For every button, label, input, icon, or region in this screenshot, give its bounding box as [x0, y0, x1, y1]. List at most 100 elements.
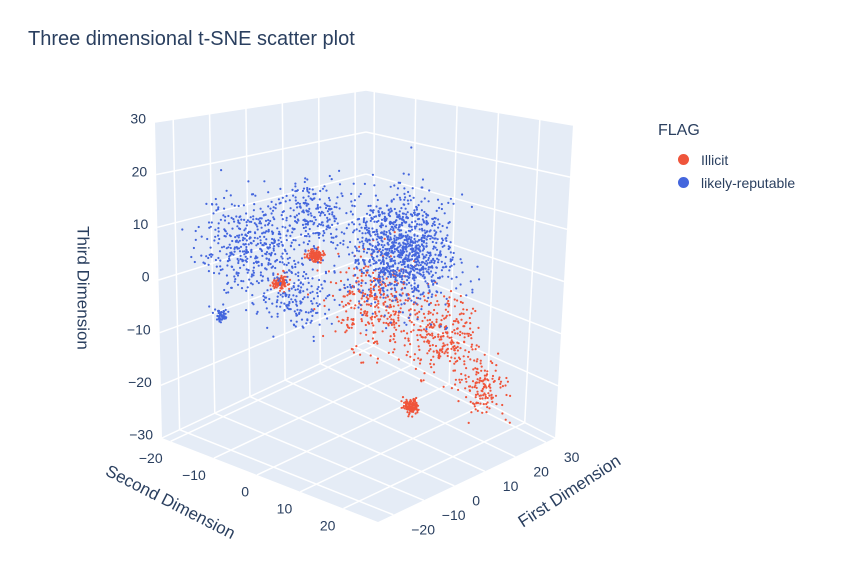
data-point — [328, 199, 331, 202]
data-point — [445, 239, 448, 242]
data-point — [254, 257, 257, 260]
data-point — [446, 331, 449, 334]
data-point — [395, 236, 398, 239]
data-point — [279, 293, 282, 296]
data-point — [322, 229, 325, 233]
data-point — [421, 178, 425, 181]
data-point — [372, 271, 375, 274]
data-point — [398, 210, 401, 213]
data-point — [407, 339, 410, 342]
data-point — [303, 270, 306, 274]
data-point — [333, 215, 336, 218]
data-point — [215, 209, 218, 212]
data-point — [310, 250, 313, 253]
data-point — [291, 188, 294, 191]
data-point — [314, 192, 317, 195]
data-point — [302, 196, 305, 199]
data-point — [353, 267, 356, 270]
data-point — [429, 362, 432, 365]
data-point — [225, 274, 228, 277]
data-point — [349, 285, 352, 289]
data-point — [331, 211, 334, 214]
data-point — [261, 279, 264, 282]
data-point — [413, 301, 416, 304]
data-point — [434, 217, 437, 220]
data-point — [368, 214, 371, 217]
data-point — [364, 274, 368, 277]
data-point — [454, 332, 457, 335]
data-point — [316, 254, 319, 257]
data-point — [225, 291, 228, 294]
data-point — [405, 243, 408, 246]
data-point — [441, 239, 445, 242]
data-point — [345, 329, 348, 332]
data-point — [410, 284, 413, 287]
data-point — [364, 323, 367, 327]
data-point — [494, 369, 497, 372]
data-point — [385, 309, 388, 312]
data-point — [267, 219, 270, 222]
data-point — [393, 323, 396, 326]
data-point — [413, 211, 416, 214]
data-point — [264, 242, 267, 245]
data-point — [464, 349, 467, 352]
data-point — [351, 348, 354, 351]
legend-item-likely-reputable[interactable]: likely-reputable — [658, 171, 795, 194]
data-point — [406, 240, 409, 243]
data-point — [408, 319, 411, 322]
data-point — [377, 259, 380, 262]
data-point — [431, 321, 434, 324]
data-point — [367, 340, 370, 343]
data-point — [474, 408, 477, 411]
data-point — [381, 281, 385, 284]
data-point — [427, 234, 430, 237]
data-point — [475, 360, 478, 363]
data-point — [408, 223, 411, 226]
data-point — [408, 408, 411, 411]
data-point — [205, 202, 208, 205]
data-point — [448, 314, 451, 317]
data-point — [407, 229, 410, 232]
data-point — [372, 324, 375, 327]
data-point — [441, 237, 444, 240]
data-point — [228, 234, 231, 237]
data-point — [379, 296, 382, 299]
x-tick-label: 10 — [503, 478, 519, 494]
legend-item-illicit[interactable]: Illicit — [658, 148, 795, 171]
data-point — [437, 261, 440, 264]
data-point — [231, 265, 234, 268]
gridline-y — [170, 345, 374, 443]
data-point — [220, 246, 224, 249]
data-point — [319, 206, 322, 209]
data-point — [346, 316, 349, 319]
data-point — [299, 282, 302, 285]
data-point — [328, 174, 331, 178]
data-point — [489, 386, 492, 389]
data-point — [501, 403, 504, 407]
data-point — [354, 245, 357, 248]
data-point — [374, 305, 377, 308]
data-point — [307, 191, 311, 194]
data-point — [418, 261, 421, 264]
data-point — [457, 400, 460, 403]
data-point — [322, 334, 325, 338]
data-point — [428, 272, 431, 275]
data-point — [394, 219, 398, 222]
data-point — [235, 272, 238, 275]
data-point — [321, 287, 324, 290]
data-point — [481, 397, 484, 400]
data-point — [240, 233, 243, 236]
data-point — [397, 262, 400, 265]
data-point — [390, 265, 393, 268]
data-point — [274, 260, 277, 263]
data-point — [329, 232, 333, 235]
data-point — [407, 255, 410, 258]
data-point — [279, 187, 282, 190]
data-point — [364, 224, 368, 227]
data-point — [381, 212, 384, 215]
data-point — [232, 268, 235, 271]
data-point — [395, 247, 398, 250]
data-point — [393, 225, 396, 228]
data-point — [306, 243, 309, 246]
